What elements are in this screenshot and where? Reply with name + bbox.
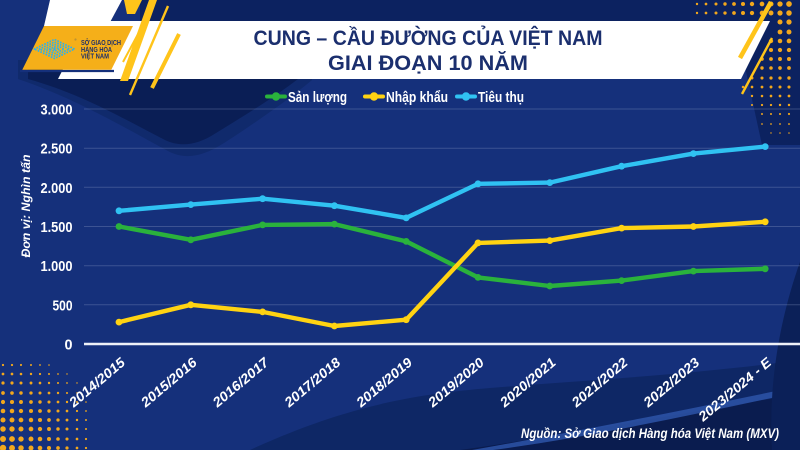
svg-text:500: 500 xyxy=(53,297,73,314)
svg-text:Nhập khẩu: Nhập khẩu xyxy=(386,89,448,106)
svg-text:Đơn vị: Nghìn tấn: Đơn vị: Nghìn tấn xyxy=(21,155,33,258)
svg-text:3.000: 3.000 xyxy=(41,102,73,119)
svg-text:2.500: 2.500 xyxy=(41,141,73,158)
svg-text:Nguồn: Sở Giao dịch Hàng hóa V: Nguồn: Sở Giao dịch Hàng hóa Việt Nam (M… xyxy=(521,426,779,441)
svg-text:Sản lượng: Sản lượng xyxy=(288,89,347,106)
svg-text:VIỆT NAM: VIỆT NAM xyxy=(81,52,109,61)
svg-text:2.000: 2.000 xyxy=(41,180,73,197)
svg-text:HÀNG HÓA: HÀNG HÓA xyxy=(81,45,112,54)
svg-text:0: 0 xyxy=(65,337,73,354)
svg-text:GIAI ĐOẠN 10 NĂM: GIAI ĐOẠN 10 NĂM xyxy=(328,52,528,75)
svg-text:Tiêu thụ: Tiêu thụ xyxy=(478,89,524,106)
svg-text:1.000: 1.000 xyxy=(41,258,73,275)
svg-text:CUNG – CẦU ĐƯỜNG CỦA VIỆT NAM: CUNG – CẦU ĐƯỜNG CỦA VIỆT NAM xyxy=(254,26,603,50)
svg-text:1.500: 1.500 xyxy=(41,219,73,236)
svg-text:SỞ GIAO DỊCH: SỞ GIAO DỊCH xyxy=(81,38,121,47)
